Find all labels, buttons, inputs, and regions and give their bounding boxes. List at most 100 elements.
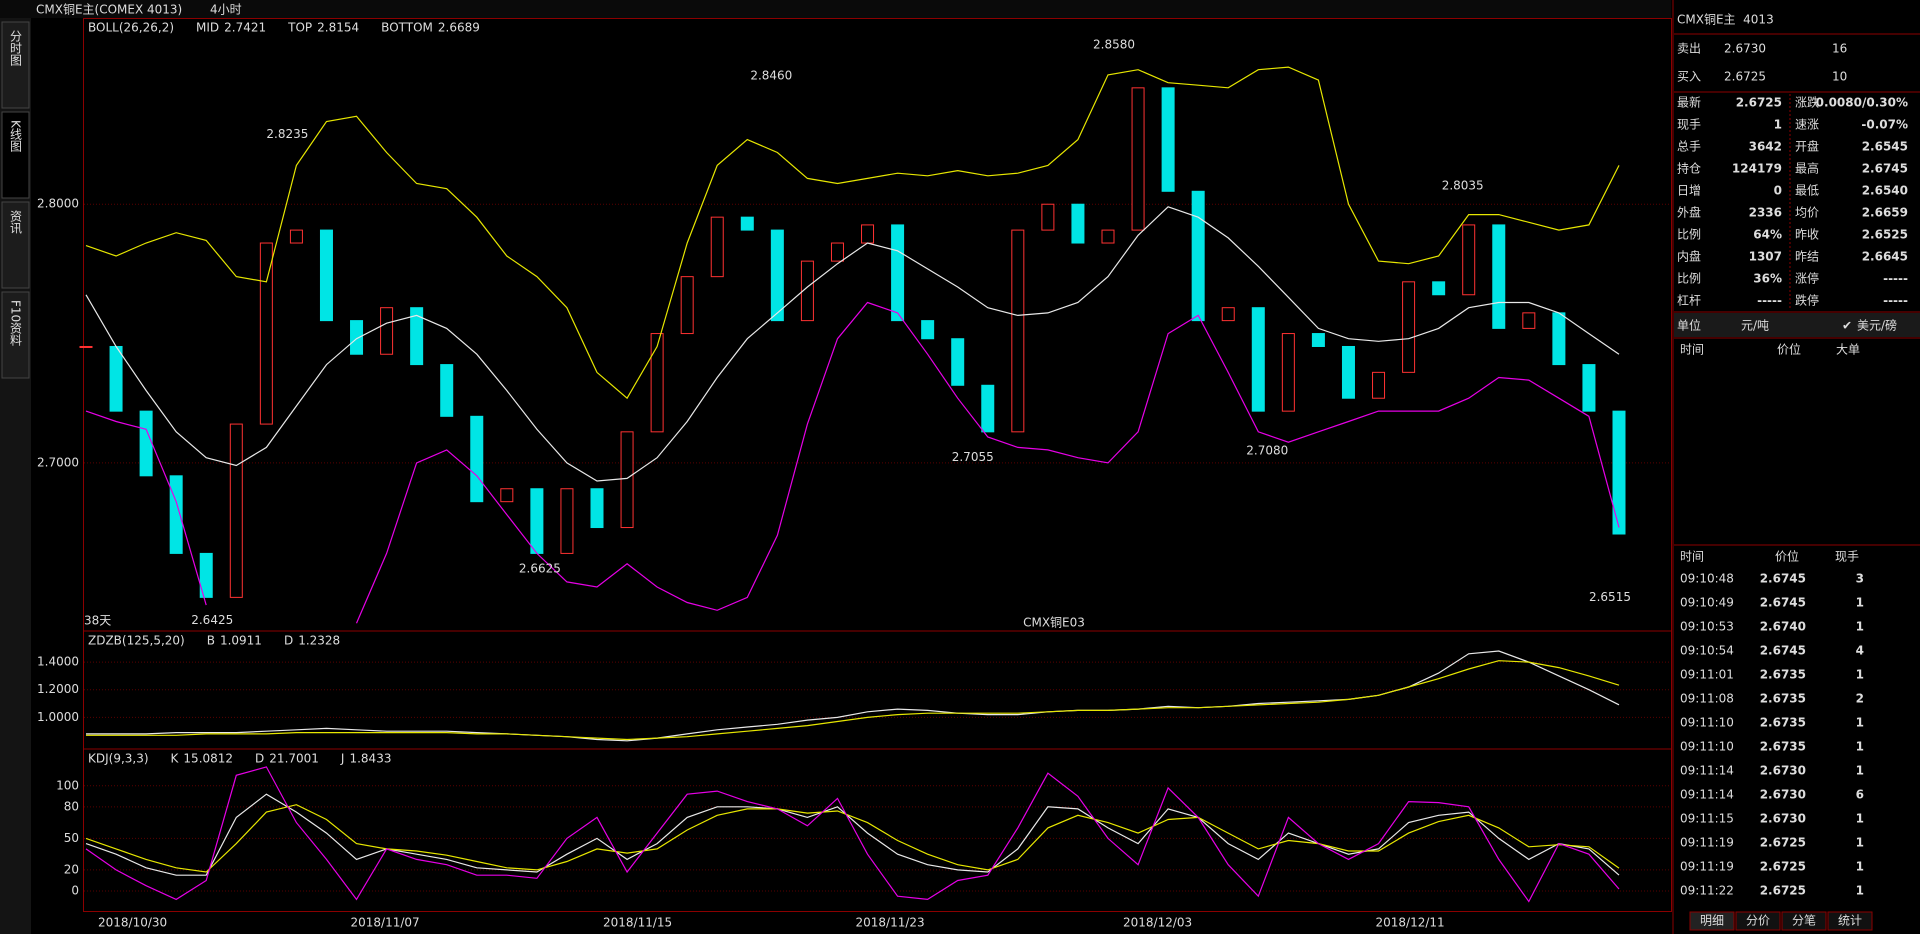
candle xyxy=(259,242,273,425)
trade-price: 2.6730 xyxy=(1760,812,1806,826)
panel-tab[interactable] xyxy=(1689,911,1735,931)
chart-frame xyxy=(83,18,1672,912)
panel-tab-label[interactable]: 明细 xyxy=(1700,914,1724,928)
stat-value: 2.6725 xyxy=(1736,96,1782,110)
candle xyxy=(710,216,724,278)
stat-value: 64% xyxy=(1753,228,1782,242)
candle xyxy=(79,345,93,348)
indicator-line xyxy=(86,660,1620,741)
stat-value: 2.6540 xyxy=(1862,184,1908,198)
side-tab[interactable] xyxy=(1,111,30,199)
side-tab-label[interactable]: F10资料 xyxy=(9,300,23,346)
candle xyxy=(1071,203,1085,244)
stat-label: 最新 xyxy=(1677,95,1701,110)
extreme-label: 2.8460 xyxy=(750,69,792,83)
candle xyxy=(440,364,454,417)
legend-name: TOP xyxy=(287,21,312,35)
trade-time: 09:11:01 xyxy=(1680,668,1734,682)
legend-name: D xyxy=(255,752,264,766)
column-header: 现手 xyxy=(1835,550,1859,564)
stat-label: 外盘 xyxy=(1677,205,1701,220)
trade-time: 09:10:53 xyxy=(1680,620,1734,634)
candle xyxy=(740,216,754,231)
panel-tab[interactable] xyxy=(1781,911,1827,931)
bid-volume: 10 xyxy=(1832,70,1847,84)
x-tick-label: 2018/11/23 xyxy=(855,916,924,930)
trade-time: 09:11:08 xyxy=(1680,692,1734,706)
y-tick-label: 20 xyxy=(64,862,79,876)
column-header: 大单 xyxy=(1836,343,1860,357)
ask-volume: 16 xyxy=(1832,42,1847,56)
candle xyxy=(1011,229,1025,433)
side-tab-label[interactable]: 分时图 xyxy=(9,30,23,66)
candle xyxy=(560,488,574,554)
stat-label: 昨收 xyxy=(1795,228,1819,242)
indicator-name[interactable]: KDJ(9,3,3) xyxy=(88,752,149,766)
candle xyxy=(109,345,123,412)
trade-time: 09:11:15 xyxy=(1680,812,1734,826)
panel-tab-label[interactable]: 分笔 xyxy=(1792,913,1816,928)
candle xyxy=(350,320,364,355)
stat-value: 2.6545 xyxy=(1862,140,1908,154)
unit-alt[interactable]: 美元/磅 xyxy=(1857,318,1897,333)
panel-tab[interactable] xyxy=(1827,911,1873,931)
stat-label: 总手 xyxy=(1677,140,1701,154)
side-tab[interactable] xyxy=(1,291,30,379)
candle xyxy=(921,320,935,340)
stat-label: 开盘 xyxy=(1795,139,1819,154)
indicator-name[interactable]: BOLL(26,26,2) xyxy=(88,21,174,35)
panel-tab-label[interactable]: 统计 xyxy=(1838,914,1862,928)
unit-value[interactable]: 元/吨 xyxy=(1741,319,1769,333)
legend-value: 2.8154 xyxy=(317,21,359,35)
legend-value: 2.7421 xyxy=(224,21,266,35)
trade-price: 2.6725 xyxy=(1760,860,1806,874)
candle xyxy=(500,488,514,503)
candle xyxy=(1251,307,1265,412)
indicator-line xyxy=(85,766,1620,903)
trade-price: 2.6745 xyxy=(1760,596,1806,610)
stat-label: 最高 xyxy=(1795,161,1819,176)
trade-volume: 1 xyxy=(1856,836,1864,850)
panel-tab[interactable] xyxy=(1735,911,1781,931)
extreme-label: 2.6425 xyxy=(191,613,233,627)
stat-label: 涨停 xyxy=(1795,271,1819,286)
x-tick-label: 2018/11/15 xyxy=(603,916,672,930)
candle xyxy=(1191,190,1205,322)
side-tab[interactable] xyxy=(1,21,30,109)
trade-price: 2.6725 xyxy=(1760,836,1806,850)
stat-value: 2.6659 xyxy=(1862,206,1908,220)
side-tab-label[interactable]: K线图 xyxy=(9,120,23,152)
trade-price: 2.6725 xyxy=(1760,884,1806,898)
candle xyxy=(1582,364,1596,412)
period[interactable]: 4小时 xyxy=(210,3,242,17)
y-tick-label: 1.2000 xyxy=(37,682,79,696)
trade-price: 2.6735 xyxy=(1760,740,1806,754)
stat-value: 36% xyxy=(1753,272,1782,286)
panel-tab-label[interactable]: 分价 xyxy=(1746,914,1770,928)
extreme-label: 2.6625 xyxy=(519,561,561,575)
candle xyxy=(620,431,634,529)
extreme-label: 2.8580 xyxy=(1093,38,1135,52)
stat-value: 124179 xyxy=(1732,162,1782,176)
legend-value: 21.7001 xyxy=(269,752,319,766)
candle xyxy=(1432,281,1446,296)
y-tick-label: 80 xyxy=(64,799,79,813)
y-tick-label: 100 xyxy=(56,778,79,792)
side-tab-label[interactable]: 资讯 xyxy=(9,210,23,235)
column-header: 时间 xyxy=(1680,550,1704,564)
stat-value: ----- xyxy=(1883,294,1908,308)
candle xyxy=(1612,410,1626,535)
trade-price: 2.6745 xyxy=(1760,572,1806,586)
candle xyxy=(800,260,814,322)
candle xyxy=(1281,333,1295,412)
side-tab[interactable] xyxy=(1,201,30,289)
stat-label: 持仓 xyxy=(1677,161,1701,176)
legend-name: B xyxy=(207,634,215,648)
y-tick-label: 0 xyxy=(71,883,79,897)
indicator-name[interactable]: ZDZB(125,5,20) xyxy=(88,634,185,648)
trade-time: 09:11:10 xyxy=(1680,740,1734,754)
trade-volume: 4 xyxy=(1856,644,1864,658)
y-tick-label: 1.4000 xyxy=(37,655,79,669)
candle xyxy=(1341,345,1355,399)
candle xyxy=(1041,203,1055,231)
